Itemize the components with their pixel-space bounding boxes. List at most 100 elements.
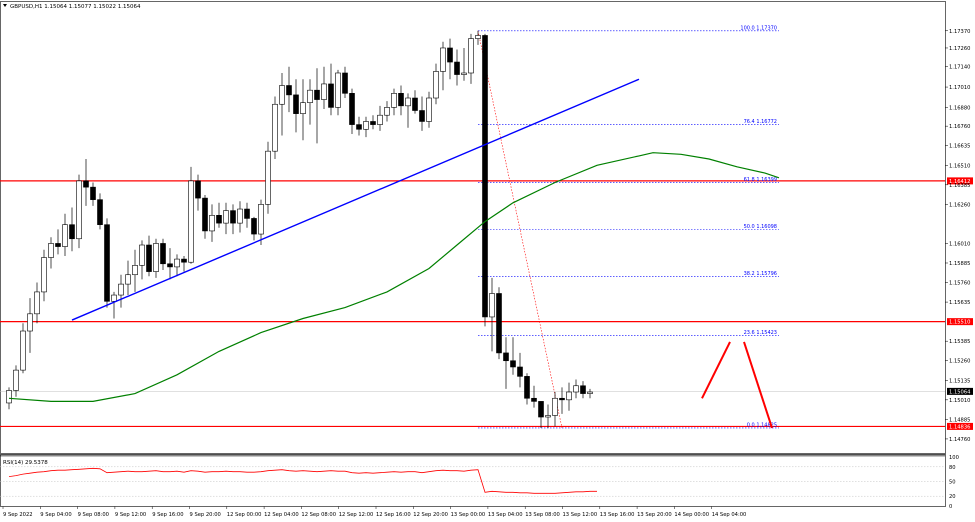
time-tick-label: 12 Sep 16:00 xyxy=(376,512,411,518)
candle-body xyxy=(62,224,68,247)
price-tick-label: 1.15260 xyxy=(949,359,970,365)
candle-body xyxy=(188,180,194,263)
candle-body xyxy=(27,313,33,332)
candle-body xyxy=(363,121,369,130)
candle-body xyxy=(181,258,187,263)
fib-level-label: 100.0 1.17370 xyxy=(740,25,777,31)
candle-body xyxy=(160,243,166,265)
price-tag-label: 1.14836 xyxy=(949,424,970,430)
candle-body xyxy=(314,89,320,100)
candle-body xyxy=(48,243,54,258)
candle-body xyxy=(34,291,40,315)
candle-body xyxy=(419,110,425,122)
candle-body xyxy=(377,114,383,125)
price-tag-label: 1.15510 xyxy=(949,320,970,326)
candle-body xyxy=(265,150,271,205)
rsi-tick-label: 0 xyxy=(949,504,952,510)
candle-body xyxy=(524,376,530,399)
candle-body xyxy=(552,397,558,416)
price-tick-label: 1.16385 xyxy=(949,183,970,189)
price-tick-label: 1.15760 xyxy=(949,281,970,287)
candle-body xyxy=(146,244,152,272)
candle-body xyxy=(69,224,75,240)
candle-body xyxy=(97,199,103,225)
current-price-tag xyxy=(947,387,973,395)
rsi-title: RSI(14) 29.5378 xyxy=(3,460,48,466)
candle-body xyxy=(517,366,523,377)
time-tick-label: 12 Sep 20:00 xyxy=(413,512,448,518)
price-tag-label: 1.16412 xyxy=(949,179,970,185)
price-tag xyxy=(947,177,973,185)
time-tick-label: 13 Sep 12:00 xyxy=(563,512,598,518)
candle-body xyxy=(286,85,292,96)
candle-body xyxy=(384,107,390,116)
time-axis: 9 Sep 2022 9 Sep 04:00 9 Sep 08:00 9 Sep 12… xyxy=(2,506,746,518)
candle-body xyxy=(251,218,257,235)
candle-body xyxy=(531,397,537,402)
price-tick-label: 1.17010 xyxy=(949,85,970,91)
candle-body xyxy=(447,47,453,63)
candle-body xyxy=(195,180,201,199)
price-tick-label: 1.17140 xyxy=(949,65,970,71)
candle-body xyxy=(167,263,173,268)
candle-body xyxy=(433,71,439,99)
candle-body xyxy=(20,330,26,371)
time-tick-label: 12 Sep 00:00 xyxy=(227,512,262,518)
candle-body xyxy=(139,244,145,266)
candle-body xyxy=(426,97,432,122)
price-tick-label: 1.16510 xyxy=(949,163,970,169)
time-tick-label: 9 Sep 08:00 xyxy=(78,512,109,518)
candle-body xyxy=(573,385,579,393)
candle-body xyxy=(90,186,96,200)
time-tick-label: 13 Sep 04:00 xyxy=(488,512,523,518)
time-tick-label: 9 Sep 20:00 xyxy=(190,512,221,518)
candle-body xyxy=(475,35,481,39)
price-tick-label: 1.16260 xyxy=(949,202,970,208)
rsi-panel-frame xyxy=(0,454,946,507)
candle-body xyxy=(321,83,327,100)
candle-body xyxy=(272,103,278,152)
candle-body xyxy=(328,83,334,108)
price-tick-label: 1.15135 xyxy=(949,378,970,384)
time-tick-label: 13 Sep 08:00 xyxy=(525,512,560,518)
candle-body xyxy=(335,72,341,108)
price-tick-label: 1.16635 xyxy=(949,144,970,150)
candle-body xyxy=(587,391,593,394)
candle-body xyxy=(307,89,313,104)
price-tick-label: 1.15385 xyxy=(949,339,970,345)
fib-level-label: 23.6 1.15423 xyxy=(744,330,777,336)
time-tick-label: 9 Sep 16:00 xyxy=(152,512,183,518)
annotation-arrow xyxy=(701,341,731,399)
candle-body xyxy=(223,210,229,224)
candle-body xyxy=(370,121,376,125)
price-tick-label: 1.16760 xyxy=(949,124,970,130)
candle-body xyxy=(258,204,264,235)
candle-body xyxy=(118,283,124,296)
candle-body xyxy=(566,391,572,401)
candle-body xyxy=(132,265,138,276)
fib-level-label: 38.2 1.15796 xyxy=(744,271,777,277)
candle-body xyxy=(496,293,502,354)
candle-body xyxy=(559,397,565,401)
main-panel-frame xyxy=(0,1,946,454)
candle-body xyxy=(230,210,236,224)
rsi-tick-label: 80 xyxy=(949,465,956,471)
candle-body xyxy=(580,385,586,394)
annotation-arrow xyxy=(743,341,773,429)
triangle-down-icon xyxy=(3,4,7,7)
time-tick-label: 13 Sep 20:00 xyxy=(637,512,672,518)
candle-body xyxy=(125,274,131,285)
candle-body xyxy=(538,401,544,418)
price-tick-label: 1.14760 xyxy=(949,437,970,443)
current-price-label: 1.15064 xyxy=(949,389,971,395)
price-tick-label: 1.15635 xyxy=(949,300,970,306)
price-tick-label: 1.17370 xyxy=(949,29,970,35)
candle-body xyxy=(202,197,208,232)
price-tick-label: 1.16010 xyxy=(949,241,970,247)
candle-body xyxy=(482,35,488,318)
fib-level-label: 76.4 1.16772 xyxy=(744,119,777,125)
candle-body xyxy=(391,93,397,108)
price-tick-label: 1.16880 xyxy=(949,105,970,111)
price-tick-label: 1.15010 xyxy=(949,398,970,404)
